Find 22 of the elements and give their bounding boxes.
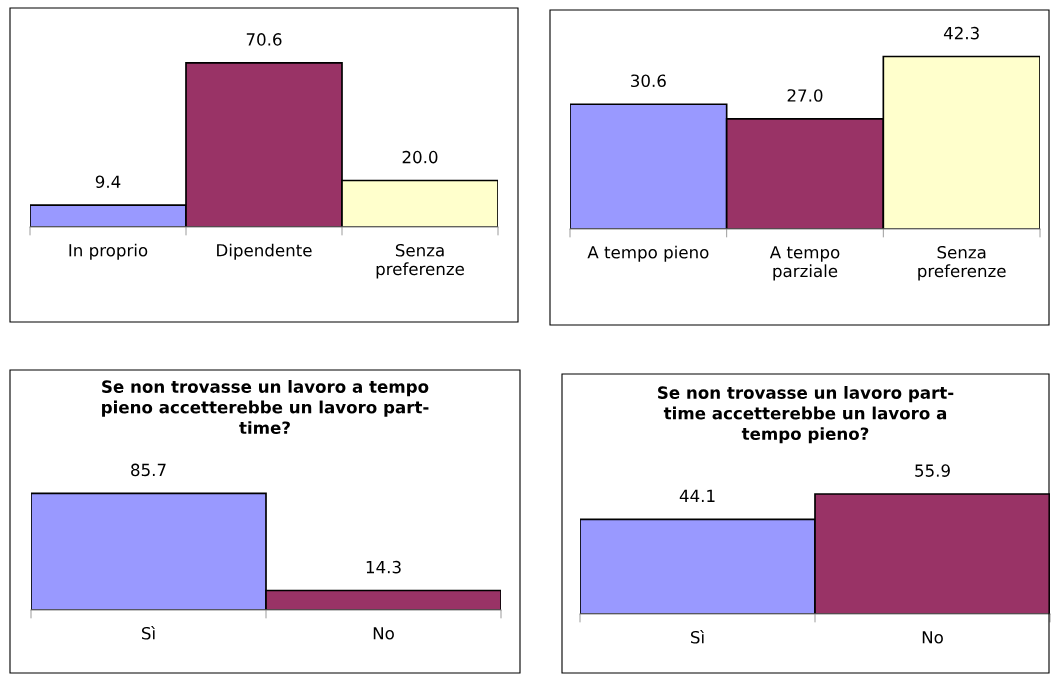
data-label: 42.3: [943, 26, 979, 40]
data-label: 30.6: [631, 74, 666, 88]
x-tick-label: No: [373, 627, 394, 640]
x-tick-label: Sì: [141, 626, 155, 640]
x-tick-label: No: [922, 631, 943, 644]
data-label: 55.9: [915, 464, 950, 477]
data-label: 85.7: [131, 463, 166, 477]
x-tick-label: Senza preferenze: [376, 243, 464, 279]
x-tick-label: Sì: [690, 630, 704, 644]
x-tick-label: Senza preferenze: [918, 245, 1006, 281]
data-label: 27.0: [787, 89, 823, 102]
data-label: 14.3: [366, 560, 401, 574]
data-label: 70.6: [246, 33, 282, 46]
data-label: 9.4: [95, 175, 121, 189]
chart-title: Se non trovasse un lavoro a tempo pieno accetterebbe un lavoro part- time?: [102, 380, 429, 435]
chart-title: Se non trovasse un lavoro part- time accetterebbe un lavoro a tempo pieno?: [658, 386, 954, 444]
data-label: 44.1: [679, 489, 715, 502]
data-label: 20.0: [402, 150, 438, 164]
x-tick-label: In proprio: [69, 243, 148, 260]
x-tick-label: A tempo pieno: [587, 245, 709, 262]
x-tick-label: A tempo parziale: [769, 246, 840, 281]
x-tick-label: Dipendente: [217, 243, 312, 260]
